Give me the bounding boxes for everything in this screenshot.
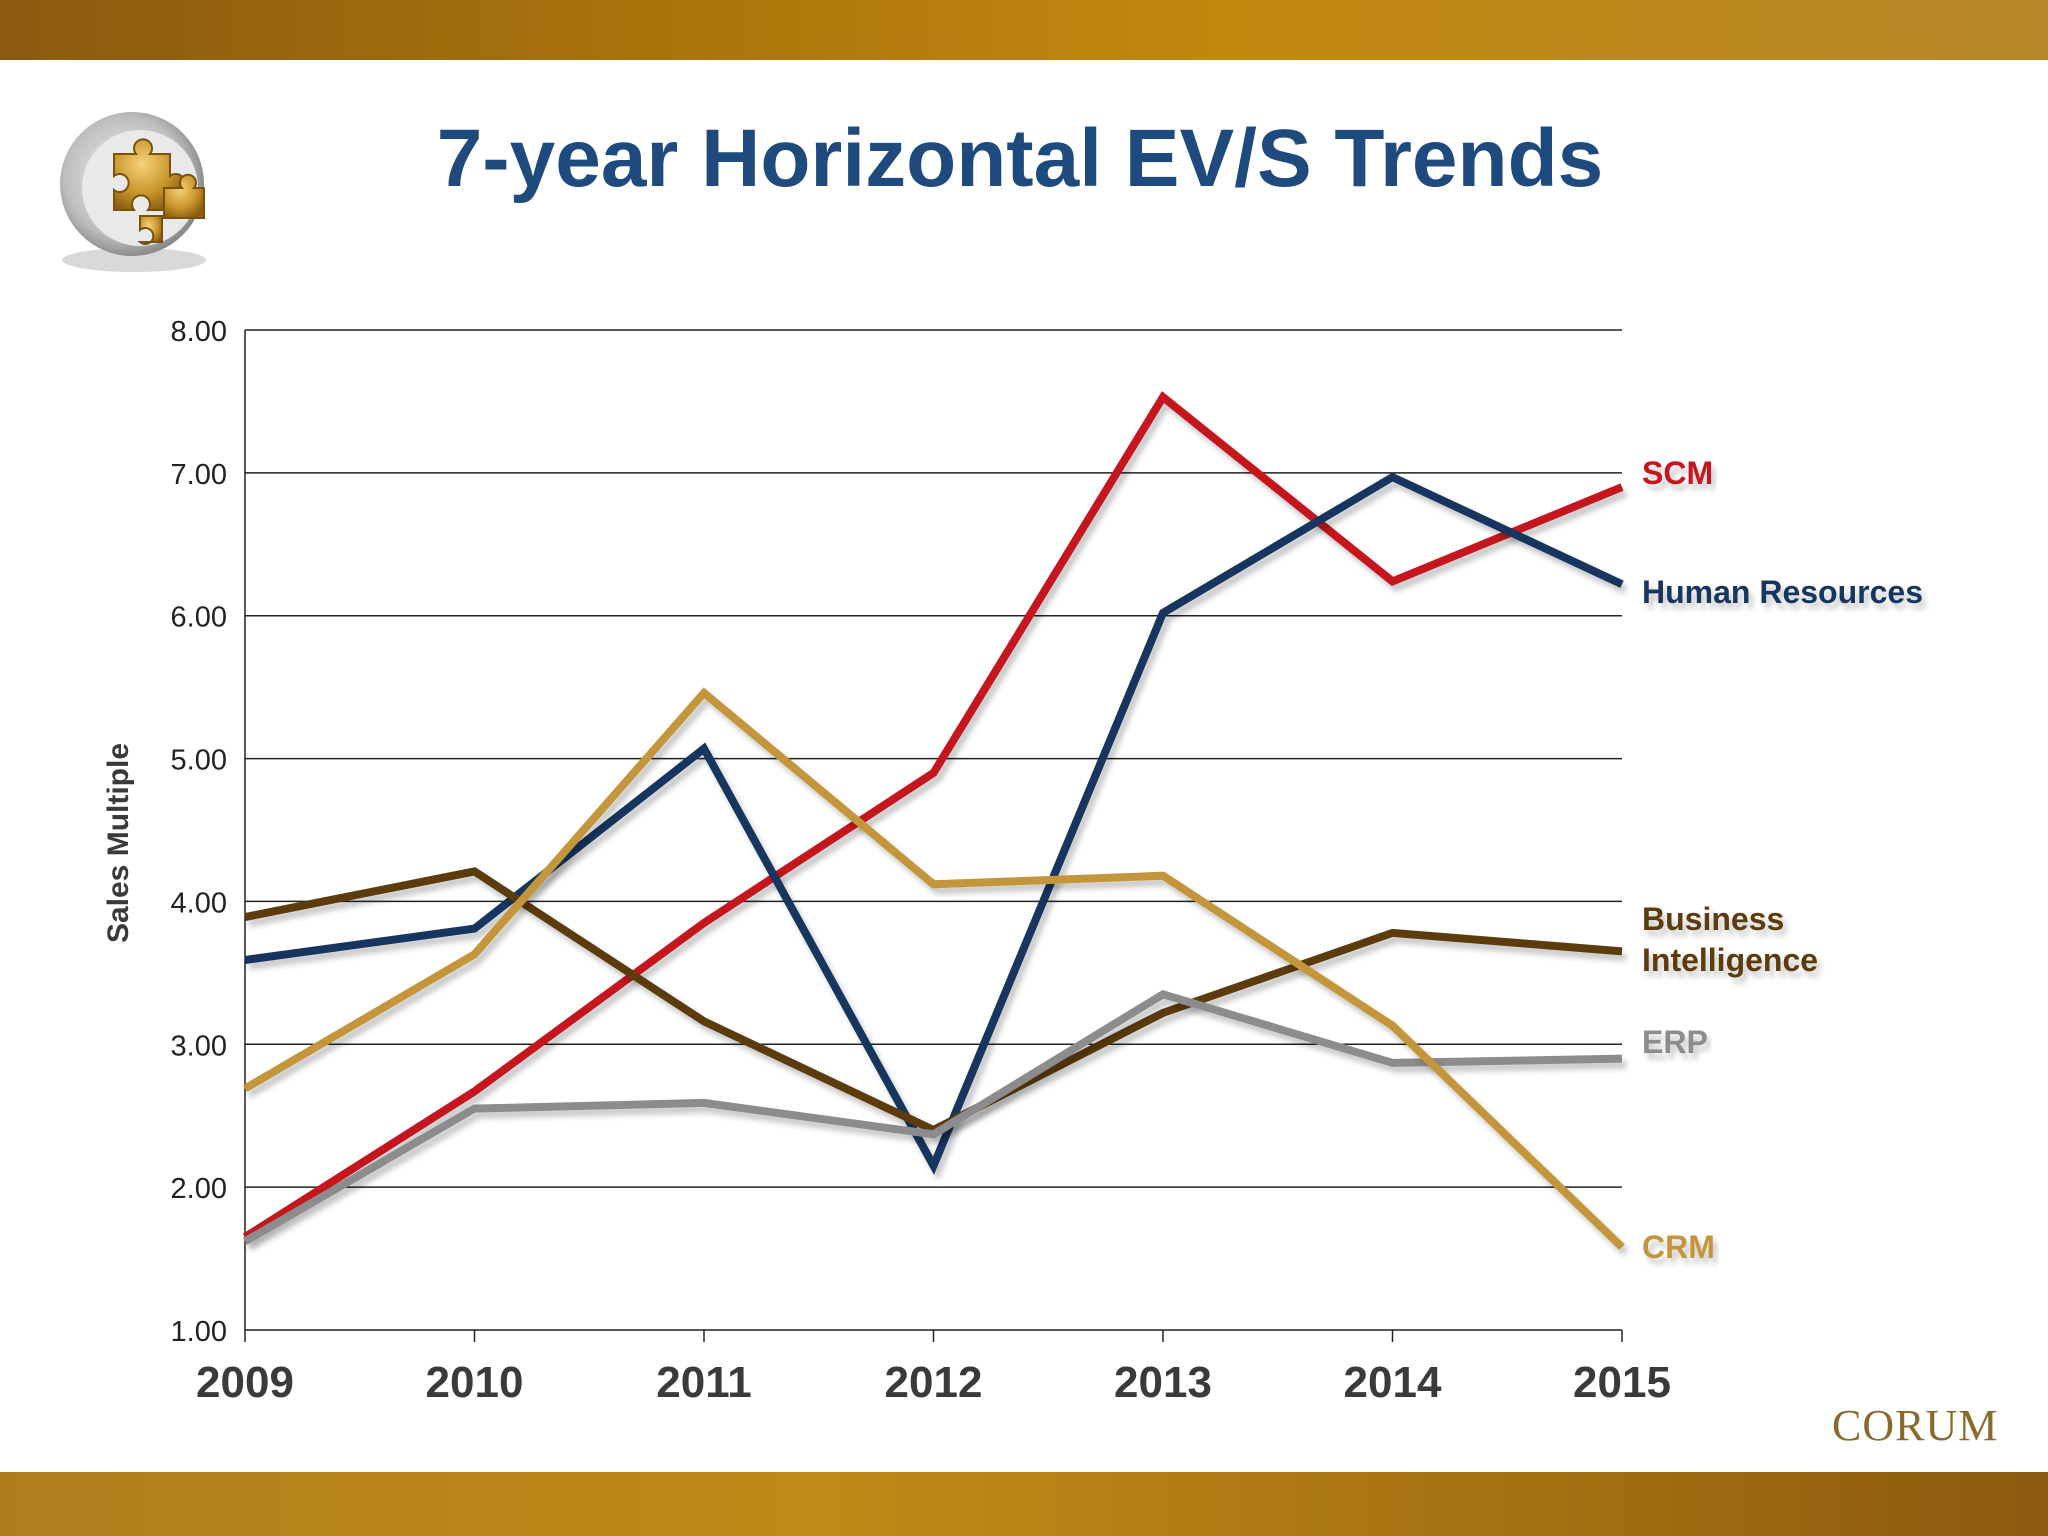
puzzle-logo-icon <box>44 92 234 282</box>
x-tick-label: 2014 <box>1344 1358 1442 1407</box>
x-tick-label: 2012 <box>885 1358 983 1407</box>
y-tick-label: 1.00 <box>171 1316 227 1348</box>
y-tick-label: 4.00 <box>171 887 227 919</box>
x-tick-label: 2010 <box>426 1358 524 1407</box>
series-label-crm: CRM <box>1642 1229 1715 1265</box>
x-tick-label: 2011 <box>656 1358 751 1407</box>
y-tick-label: 7.00 <box>171 459 227 491</box>
x-tick-label: 2013 <box>1114 1358 1212 1407</box>
corum-brand-logo: CORUM <box>1832 1401 1999 1450</box>
y-tick-label: 3.00 <box>171 1030 227 1062</box>
series-label-business-intelligence: Business Intelligence <box>1642 901 1818 978</box>
series-label-erp: ERP <box>1642 1024 1708 1060</box>
series-line-business-intelligence <box>244 867 1623 1135</box>
bottom-decorative-band <box>0 1472 2048 1536</box>
top-decorative-band <box>0 0 2048 60</box>
y-axis-title: Sales Multiple <box>102 743 135 943</box>
y-tick-label: 2.00 <box>171 1173 227 1205</box>
x-tick-label: 2015 <box>1573 1358 1671 1407</box>
series-line-human-resources <box>244 472 1624 1175</box>
series-line-erp <box>242 989 1623 1245</box>
series-label-human-resources: Human Resources <box>1642 574 1923 610</box>
slide-title: 7-year Horizontal EV/S Trends <box>436 113 1604 204</box>
y-tick-label: 5.00 <box>171 745 227 777</box>
series-label-scm: SCM <box>1642 455 1713 491</box>
series-line-scm <box>242 391 1624 1241</box>
y-tick-label: 6.00 <box>171 602 227 634</box>
series-line-crm <box>242 687 1625 1250</box>
y-tick-label: 8.00 <box>171 316 227 348</box>
x-tick-label: 2009 <box>196 1358 294 1407</box>
